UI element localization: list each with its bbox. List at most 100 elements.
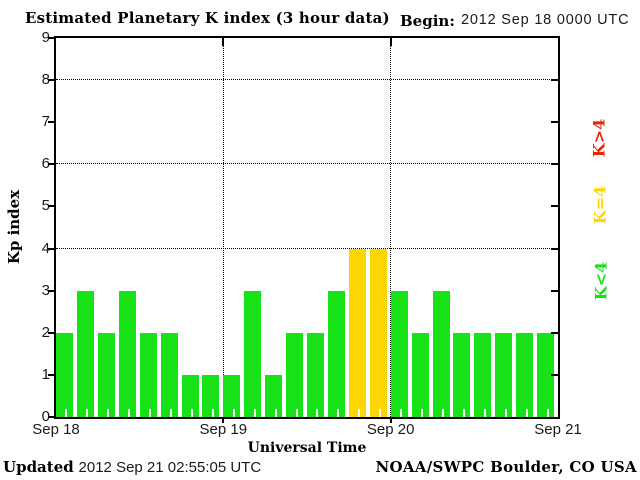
x-minor-tick: [316, 409, 319, 417]
kp-bar: [286, 332, 304, 417]
kp-bar: [223, 374, 241, 417]
kp-bar: [474, 332, 492, 417]
v-gridline-day-2: [390, 38, 392, 417]
kp-bar: [369, 248, 387, 417]
h-gridline-kp-6: [56, 163, 558, 165]
legend-k-gt-4: K>4: [589, 118, 609, 158]
legend-k-eq-4: K=4: [590, 185, 610, 225]
y-tick-label-5: 5: [41, 197, 50, 215]
x-minor-tick: [441, 409, 444, 417]
y-tick-label-2: 2: [41, 323, 50, 341]
x-minor-tick: [525, 409, 528, 417]
plot-area: [48, 36, 560, 419]
y-tick-label-1: 1: [41, 365, 50, 383]
y-tick-right-1: [551, 373, 558, 376]
top-tick-day-2: [389, 38, 392, 46]
kp-bar: [265, 374, 283, 417]
y-tick-label-3: 3: [41, 281, 50, 299]
x-minor-tick: [65, 409, 68, 417]
x-minor-tick: [358, 409, 361, 417]
y-tick-label-4: 4: [41, 239, 50, 257]
kp-bar: [432, 290, 450, 417]
x-minor-tick: [295, 409, 298, 417]
y-tick-left-5: [48, 205, 54, 208]
x-minor-tick: [379, 409, 382, 417]
x-minor-tick: [86, 409, 89, 417]
x-axis-title: Universal Time: [247, 440, 367, 456]
x-tick-label-sep-19: Sep 19: [199, 421, 248, 438]
y-tick-label-8: 8: [41, 71, 50, 89]
begin-value: 2012 Sep 18 0000 UTC: [461, 12, 630, 28]
x-minor-tick: [232, 409, 235, 417]
x-minor-tick: [190, 409, 193, 417]
y-tick-left-6: [48, 163, 54, 166]
y-tick-right-4: [551, 247, 558, 250]
x-tick-label-sep-21: Sep 21: [534, 421, 582, 438]
y-tick-left-0: [48, 416, 54, 418]
x-minor-tick: [128, 409, 131, 417]
y-tick-right-3: [551, 289, 558, 292]
kp-bar: [56, 332, 73, 417]
x-minor-tick: [462, 409, 465, 417]
x-minor-tick: [504, 409, 507, 417]
y-tick-left-3: [48, 289, 54, 292]
h-gridline-kp-4: [56, 247, 558, 249]
kp-bar: [516, 332, 534, 417]
kp-bar: [327, 290, 345, 417]
x-minor-tick: [211, 409, 214, 417]
kp-bar: [97, 332, 115, 417]
y-tick-label-7: 7: [41, 113, 50, 131]
kp-bar: [139, 332, 157, 417]
x-tick-label-sep-18: Sep 18: [32, 421, 80, 438]
x-minor-tick: [546, 409, 549, 417]
y-tick-right-6: [551, 163, 558, 166]
kp-bar: [537, 332, 555, 417]
updated-label: Updated: [3, 458, 74, 476]
updated-timestamp: Updated 2012 Sep 21 02:55:05 UTC: [3, 458, 261, 476]
y-tick-label-6: 6: [41, 155, 50, 173]
kp-bar: [411, 332, 429, 417]
h-gridline-kp-8: [56, 79, 558, 81]
y-tick-right-5: [551, 205, 558, 208]
y-tick-right-8: [551, 79, 558, 82]
x-minor-tick: [253, 409, 256, 417]
x-minor-tick: [274, 409, 277, 417]
legend-k-lt-4: K<4: [591, 261, 611, 301]
begin-label: Begin:: [400, 12, 455, 30]
y-tick-left-8: [48, 79, 54, 82]
bottom-tick-day-2: [389, 419, 392, 423]
x-tick-label-sep-20: Sep 20: [366, 421, 415, 438]
kp-bar: [495, 332, 513, 417]
y-tick-label-0: 0: [41, 408, 50, 425]
x-minor-tick: [337, 409, 340, 417]
top-tick-day-1: [222, 38, 225, 46]
x-minor-tick: [400, 409, 403, 417]
x-minor-tick: [421, 409, 424, 417]
y-tick-label-9: 9: [41, 29, 50, 46]
kp-bar: [244, 290, 262, 417]
chart-title: Estimated Planetary K index (3 hour data…: [25, 9, 390, 27]
kp-bar: [160, 332, 178, 417]
kp-bar: [181, 374, 199, 417]
updated-value: 2012 Sep 21 02:55:05 UTC: [78, 459, 262, 476]
y-tick-right-7: [551, 121, 558, 124]
source-attribution: NOAA/SWPC Boulder, CO USA: [375, 458, 637, 476]
kp-bar: [118, 290, 136, 417]
kp-bar: [202, 374, 220, 417]
y-tick-left-1: [48, 373, 54, 376]
y-tick-left-7: [48, 121, 54, 124]
kp-bar: [76, 290, 94, 417]
v-gridline-day-1: [222, 38, 224, 417]
kp-bar: [307, 332, 324, 417]
y-tick-right-2: [551, 331, 558, 334]
x-minor-tick: [149, 409, 152, 417]
x-minor-tick: [483, 409, 486, 417]
kp-bar: [390, 290, 408, 417]
y-tick-left-2: [48, 331, 54, 334]
bottom-tick-day-1: [222, 419, 225, 423]
y-tick-left-4: [48, 247, 54, 250]
kp-bar: [348, 248, 366, 417]
y-tick-left-9: [48, 37, 54, 39]
x-minor-tick: [170, 409, 173, 417]
